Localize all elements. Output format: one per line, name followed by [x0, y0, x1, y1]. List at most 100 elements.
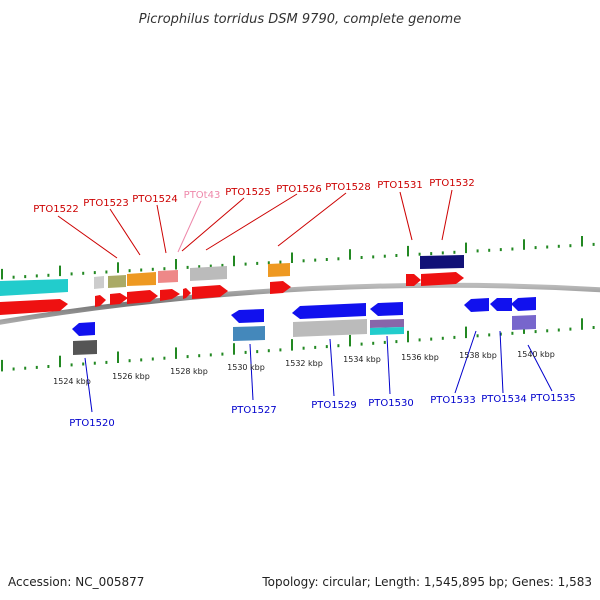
- scale-minor-tick: [198, 265, 201, 269]
- scale-minor-tick: [569, 327, 572, 331]
- scale-minor-tick: [163, 267, 166, 271]
- scale-minor-tick: [151, 267, 154, 271]
- scale-major-tick: [349, 334, 351, 347]
- scale-minor-tick: [140, 358, 143, 362]
- scale-minor-tick: [360, 256, 363, 259]
- scale-minor-tick: [418, 338, 421, 342]
- scale-minor-tick: [302, 346, 305, 350]
- scale-minor-tick: [418, 252, 421, 256]
- scale-minor-tick: [82, 271, 85, 275]
- gene-arrow[interactable]: [127, 290, 158, 304]
- scale-minor-tick: [557, 328, 560, 332]
- scale-minor-tick: [151, 357, 154, 361]
- gene-label-pto1529[interactable]: PTO1529: [311, 400, 356, 411]
- kbp-label: 1538 kbp: [459, 351, 497, 360]
- scale-minor-tick: [302, 259, 305, 263]
- scale-minor-tick: [325, 258, 328, 261]
- forward-strand-genes: [0, 272, 464, 315]
- scale-minor-tick: [70, 363, 73, 367]
- scale-major-tick: [175, 259, 177, 270]
- scale-major-tick: [465, 242, 467, 254]
- scale-minor-tick: [557, 244, 560, 248]
- scale-major-tick: [117, 262, 119, 273]
- scale-major-tick: [175, 347, 177, 359]
- scale-minor-tick: [534, 330, 537, 334]
- gene-arrow[interactable]: [0, 299, 68, 315]
- gene-arrow[interactable]: [421, 272, 464, 286]
- scale-minor-tick: [592, 242, 595, 246]
- gene-label-pto1531[interactable]: PTO1531: [377, 180, 422, 191]
- genome-summary-text: Topology: circular; Length: 1,545,895 bp…: [261, 575, 592, 589]
- gene-label-pto1524[interactable]: PTO1524: [132, 194, 177, 205]
- gene-arrow[interactable]: [72, 322, 95, 336]
- scale-minor-tick: [70, 272, 73, 276]
- scale-major-tick: [465, 326, 467, 339]
- gene-arrow[interactable]: [406, 274, 421, 286]
- gene-arrow[interactable]: [292, 303, 366, 319]
- gene-label-ptot43[interactable]: PTOt43: [184, 190, 221, 201]
- gene-arrow[interactable]: [270, 281, 291, 294]
- scale-minor-tick: [221, 352, 224, 356]
- scale-minor-tick: [383, 254, 386, 258]
- scale-minor-tick: [314, 258, 317, 262]
- gene-arrow[interactable]: [192, 285, 228, 299]
- kbp-label: 1536 kbp: [401, 353, 439, 362]
- bottom-gene-labels: PTO1520 PTO1527 PTO1529 PTO1530 PTO1533 …: [69, 393, 575, 429]
- scale-minor-tick: [279, 348, 282, 352]
- scale-major-tick: [117, 351, 119, 363]
- scale-minor-tick: [395, 254, 398, 257]
- gene-arrow[interactable]: [110, 293, 128, 305]
- gene-arrow[interactable]: [160, 289, 180, 301]
- scale-minor-tick: [360, 342, 363, 346]
- scale-minor-tick: [499, 332, 502, 336]
- gene-label-pto1530[interactable]: PTO1530: [368, 398, 413, 409]
- gene-label-pto1534[interactable]: PTO1534: [481, 394, 526, 405]
- scale-minor-tick: [186, 265, 189, 269]
- kbp-label: 1540 kbp: [517, 350, 555, 359]
- gene-label-pto1532[interactable]: PTO1532: [429, 178, 474, 189]
- scale-minor-tick: [163, 356, 166, 360]
- gene-label-pto1520[interactable]: PTO1520: [69, 418, 114, 429]
- gene-arrow[interactable]: [95, 295, 106, 307]
- gene-label-pto1522[interactable]: PTO1522: [33, 204, 78, 215]
- gene-arrow[interactable]: [464, 298, 489, 312]
- kbp-label: 1530 kbp: [227, 363, 265, 372]
- scale-major-tick: [59, 355, 61, 368]
- gene-label-pto1527[interactable]: PTO1527: [231, 405, 276, 416]
- scale-minor-tick: [314, 345, 317, 349]
- scale-minor-tick: [105, 270, 108, 274]
- gene-label-pto1526[interactable]: PTO1526: [276, 184, 321, 195]
- feature-track-upper: [0, 255, 464, 296]
- scale-minor-tick: [24, 366, 27, 370]
- scale-minor-tick: [488, 248, 491, 252]
- gene-arrow[interactable]: [231, 309, 264, 323]
- scale-minor-tick: [430, 337, 433, 341]
- kbp-label: 1524 kbp: [53, 377, 91, 386]
- gene-label-pto1535[interactable]: PTO1535: [530, 393, 575, 404]
- gene-arrow[interactable]: [490, 298, 512, 311]
- gene-arrow[interactable]: [183, 288, 191, 299]
- scale-minor-tick: [244, 350, 247, 354]
- gene-label-pto1523[interactable]: PTO1523: [83, 198, 128, 209]
- scale-major-tick: [407, 330, 409, 343]
- genome-backbone: [0, 282, 600, 325]
- label-connectors: [57, 189, 553, 413]
- gene-label-pto1525[interactable]: PTO1525: [225, 187, 270, 198]
- gene-arrow[interactable]: [511, 297, 536, 311]
- scale-minor-tick: [128, 269, 131, 273]
- scale-minor-tick: [441, 336, 444, 340]
- upper-scale-ticks: [1, 236, 595, 280]
- gene-arrow[interactable]: [370, 302, 403, 316]
- genome-title: Picrophilus torridus DSM 9790, complete …: [139, 12, 461, 27]
- gene-label-pto1528[interactable]: PTO1528: [325, 182, 370, 193]
- scale-minor-tick: [499, 248, 502, 252]
- scale-minor-tick: [198, 354, 201, 358]
- scale-minor-tick: [430, 252, 433, 256]
- gene-label-pto1533[interactable]: PTO1533: [430, 395, 475, 406]
- scale-minor-tick: [128, 359, 131, 363]
- kbp-label: 1526 kbp: [112, 372, 150, 381]
- scale-minor-tick: [383, 340, 386, 344]
- kbp-label: 1528 kbp: [170, 367, 208, 376]
- scale-minor-tick: [488, 333, 491, 337]
- scale-minor-tick: [441, 251, 444, 255]
